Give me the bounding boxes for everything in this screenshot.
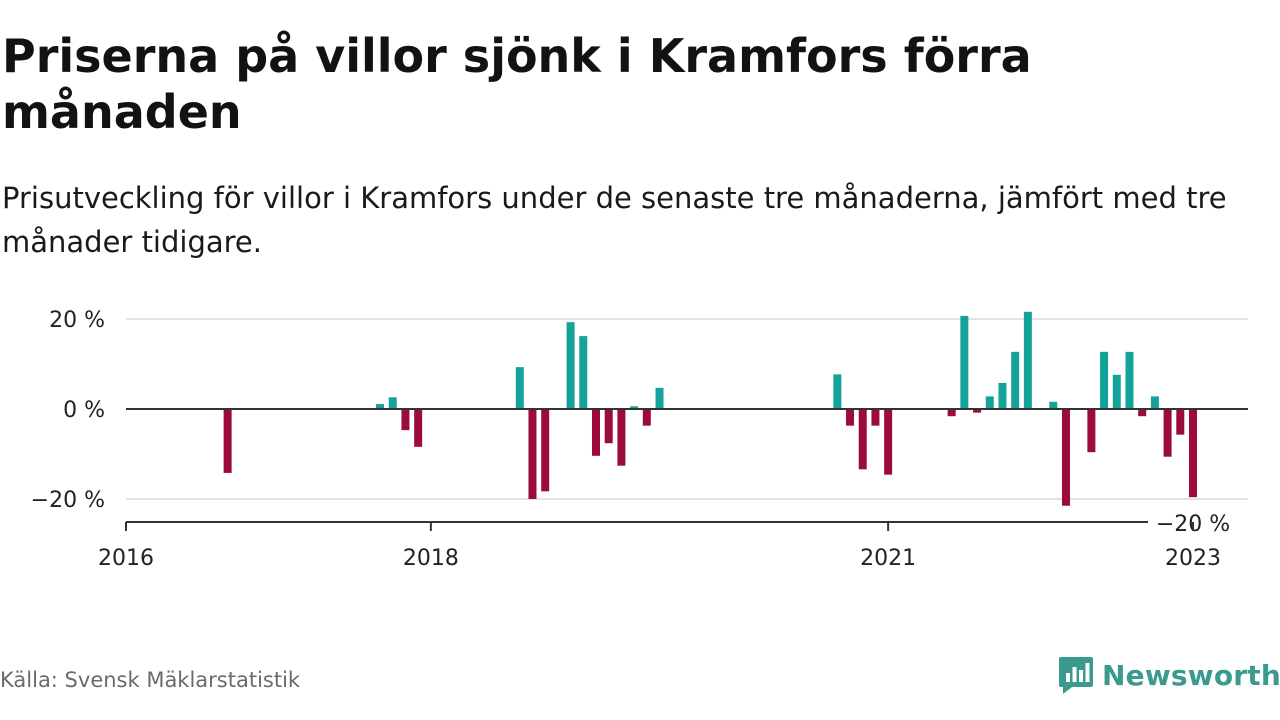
bar: [1087, 409, 1096, 453]
x-tick-label: 2018: [403, 546, 459, 571]
bar: [388, 397, 397, 409]
bar: [1112, 374, 1121, 409]
bar: [1061, 409, 1070, 506]
bar: [871, 409, 880, 426]
bar: [1125, 351, 1134, 409]
bar-chart: 20 %0 %−20 %−20 %2016 2018 2021 2023: [31, 308, 1250, 571]
source-note: Källa: Svensk Mäklarstatistik: [0, 668, 301, 692]
y-tick-label: 20 %: [49, 308, 105, 333]
bar: [591, 409, 600, 456]
x-tick-label: 2021: [860, 546, 916, 571]
bar: [884, 409, 893, 475]
bar: [1138, 409, 1147, 417]
bar: [642, 409, 651, 426]
chart-subtitle: Prisutveckling för villor i Kramfors und…: [2, 181, 1227, 259]
bar: [223, 409, 232, 473]
bar: [566, 322, 575, 409]
bar: [1011, 351, 1020, 409]
brand-name: Newsworthy: [1102, 658, 1280, 692]
chart-title: Priserna på villor sjönk i Kramfors förr…: [2, 29, 1032, 139]
x-tick-label: 2016: [98, 546, 154, 571]
bar: [960, 315, 969, 409]
bar: [1176, 409, 1185, 435]
bar: [604, 409, 613, 444]
bar-chart-logo-icon: [1059, 657, 1093, 694]
bar: [414, 409, 423, 447]
bar: [985, 396, 994, 409]
bar: [1049, 401, 1058, 409]
bar: [376, 404, 385, 409]
bar: [617, 409, 626, 466]
bar: [973, 409, 982, 413]
bar: [528, 409, 537, 499]
bar: [998, 382, 1007, 409]
y-tick-label: 0 %: [63, 398, 105, 423]
bar: [541, 409, 550, 492]
bar: [401, 409, 410, 431]
bar: [1163, 409, 1172, 457]
bar: [630, 406, 639, 409]
bar: [1100, 351, 1109, 409]
bar: [833, 374, 842, 409]
brand-logo[interactable]: Newsworthy: [1058, 654, 1280, 696]
y-tick-label: −20 %: [31, 488, 105, 513]
bar: [579, 336, 588, 409]
bar: [655, 387, 664, 409]
bar: [846, 409, 855, 426]
bar: [1150, 396, 1159, 409]
bar: [947, 409, 956, 417]
bar: [1023, 311, 1032, 409]
x-tick-label: 2023: [1165, 546, 1221, 571]
bar: [858, 409, 867, 470]
bar: [515, 367, 524, 409]
bar: [1189, 409, 1197, 498]
